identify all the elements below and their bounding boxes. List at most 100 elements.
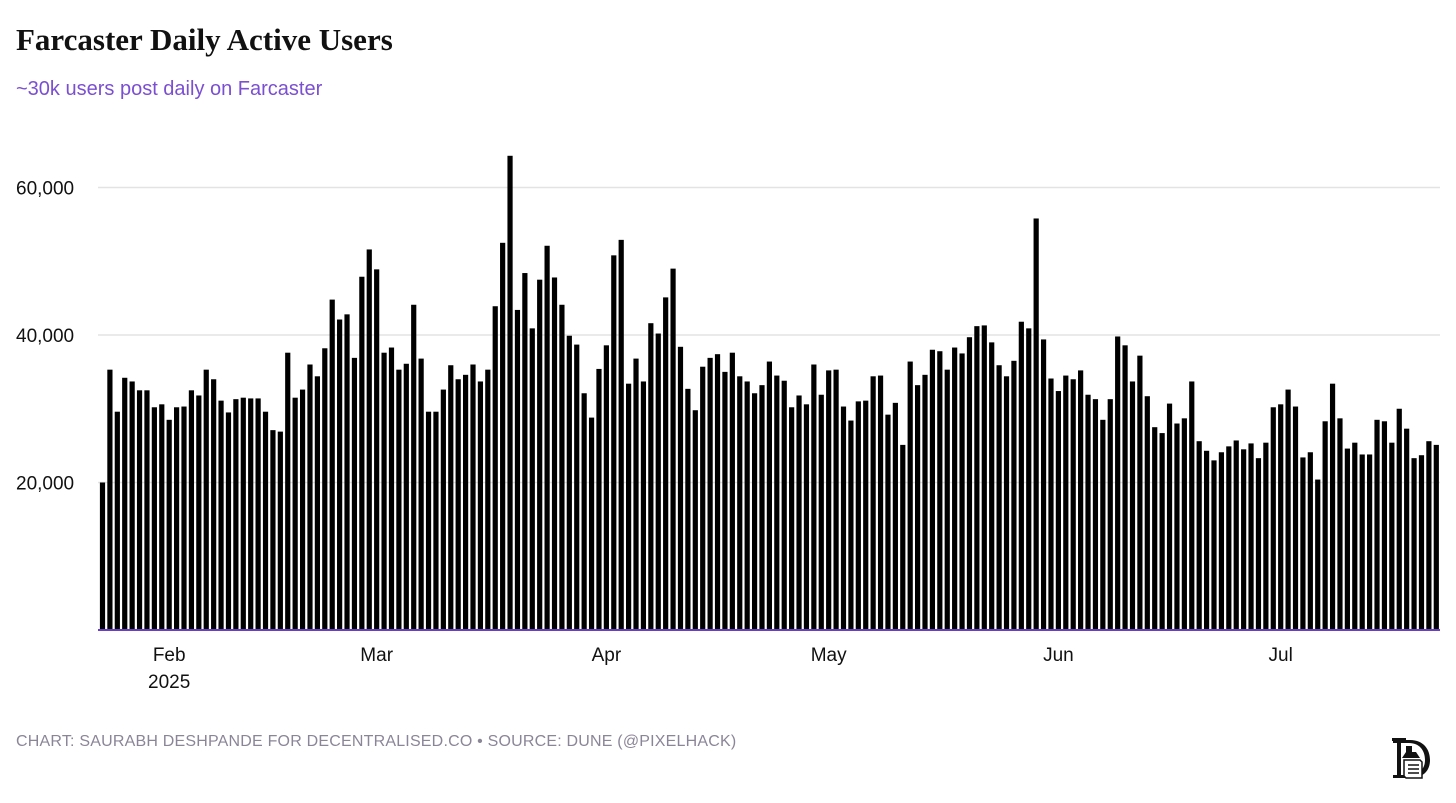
bar	[1359, 454, 1365, 630]
bar	[359, 276, 365, 630]
bar-chart: 20,000 40,000 60,000 Feb 2025 Mar Apr May Jun Ju…	[16, 155, 1440, 693]
bar	[203, 369, 209, 630]
bar	[388, 347, 395, 630]
bar	[1352, 442, 1358, 630]
bar	[1018, 321, 1024, 630]
bar	[240, 397, 246, 630]
bar	[307, 364, 313, 630]
bar	[1278, 404, 1284, 630]
x-axis-labels: Feb 2025 Mar Apr May Jun Jul	[148, 645, 1293, 693]
bar	[159, 404, 165, 630]
bar	[677, 346, 684, 630]
bar	[1078, 370, 1084, 630]
bar	[529, 328, 535, 630]
bar	[596, 368, 602, 630]
bar	[1322, 421, 1328, 630]
bar	[1144, 396, 1150, 630]
bar	[1092, 399, 1099, 630]
bar	[418, 358, 424, 630]
bar	[225, 412, 232, 630]
bar	[996, 365, 1002, 630]
bar	[574, 344, 580, 630]
bar	[663, 297, 669, 630]
bar	[655, 333, 661, 630]
bar	[952, 347, 958, 630]
bar	[885, 414, 891, 630]
bar	[1433, 444, 1439, 630]
bar	[211, 379, 217, 630]
bar	[1255, 458, 1262, 630]
bar	[603, 345, 609, 630]
bar	[774, 375, 780, 630]
bar	[544, 245, 550, 630]
bar	[477, 381, 484, 630]
bar	[396, 369, 402, 630]
bar	[1396, 408, 1402, 630]
bar	[877, 375, 884, 630]
bar	[337, 319, 343, 630]
bar	[1218, 452, 1225, 630]
bar	[648, 323, 654, 630]
bar	[611, 255, 617, 630]
x-tick-label: Mar	[360, 645, 393, 666]
bar	[181, 406, 187, 630]
bar	[900, 444, 906, 630]
bar	[833, 369, 839, 630]
bar	[1233, 440, 1239, 630]
bar	[99, 482, 106, 630]
bar	[1055, 391, 1061, 630]
bar	[559, 304, 565, 630]
bar	[633, 358, 639, 630]
bar	[581, 393, 587, 630]
bar	[366, 249, 372, 630]
bar	[1115, 336, 1121, 630]
bar	[114, 411, 120, 630]
y-tick-label: 60,000	[16, 179, 74, 200]
bar	[974, 326, 980, 630]
bar	[1063, 375, 1069, 630]
bar	[1226, 446, 1232, 630]
bar	[1270, 407, 1276, 630]
bar	[1203, 450, 1210, 630]
bar	[729, 352, 735, 630]
bar	[1300, 457, 1306, 630]
bar	[759, 385, 765, 630]
bar	[1292, 406, 1299, 630]
x-tick-year-label: 2025	[148, 672, 190, 693]
bar	[440, 389, 446, 630]
bar	[174, 407, 180, 630]
bar	[670, 268, 676, 630]
bar	[1181, 418, 1187, 630]
bar	[448, 365, 454, 630]
bar	[1026, 328, 1032, 630]
y-tick-label: 40,000	[16, 326, 74, 347]
bar	[522, 273, 528, 630]
bar	[381, 352, 387, 630]
bar	[744, 381, 750, 630]
bar	[1033, 218, 1039, 630]
bar	[314, 376, 320, 630]
x-tick-label: Jun	[1043, 645, 1074, 666]
bar	[692, 410, 698, 630]
bar	[751, 393, 758, 630]
bar	[485, 369, 491, 630]
bar	[425, 411, 432, 630]
bar	[1085, 394, 1091, 630]
bar	[248, 398, 254, 630]
bar	[166, 419, 172, 630]
bar	[1211, 460, 1217, 630]
bar	[618, 239, 624, 631]
bar	[1011, 360, 1017, 630]
bar	[722, 371, 728, 630]
bar	[344, 314, 350, 630]
x-tick-label: May	[811, 645, 847, 666]
bar	[848, 420, 854, 630]
bar	[588, 417, 595, 630]
bar	[218, 400, 224, 630]
chart-subtitle: ~30k users post daily on Farcaster	[16, 78, 323, 100]
bar	[1137, 355, 1143, 630]
bar	[937, 351, 943, 630]
x-tick-label: Apr	[592, 645, 622, 666]
bar	[840, 406, 847, 630]
bar	[1285, 389, 1291, 630]
